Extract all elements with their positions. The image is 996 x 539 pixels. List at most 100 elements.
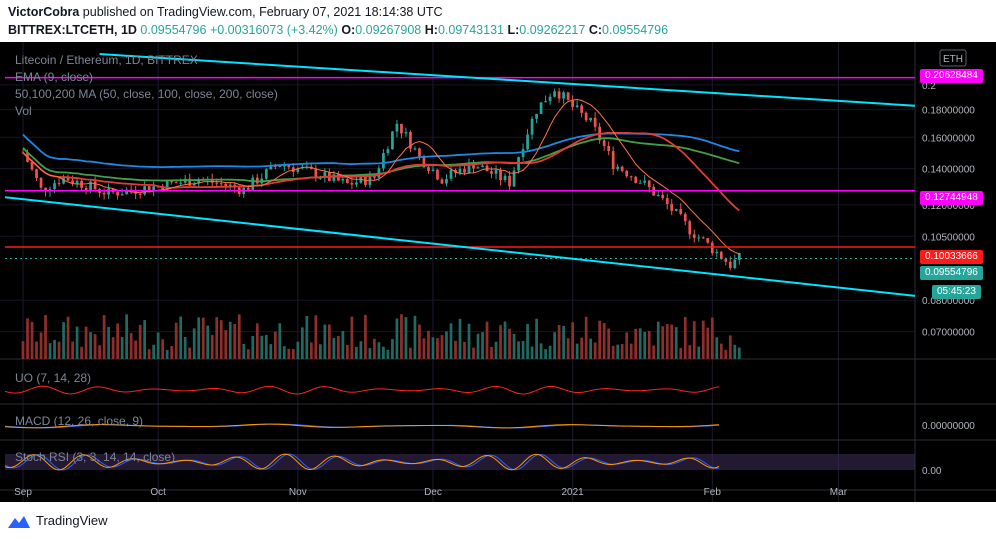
ema-line <box>22 98 740 255</box>
volume-bar <box>21 341 25 359</box>
volume-bar <box>287 348 291 359</box>
candle-body <box>192 183 196 186</box>
volume-bar <box>62 322 65 359</box>
candle-body <box>418 148 421 157</box>
price-tick-label: 0.2 <box>922 81 936 92</box>
volume-bar <box>161 339 165 359</box>
volume-bar <box>170 346 174 359</box>
candle-body <box>382 153 385 169</box>
volume-bar <box>219 320 223 359</box>
ma50-line <box>22 131 740 212</box>
candle-body <box>638 182 642 184</box>
candle-body <box>476 167 480 169</box>
legend-title: Litecoin / Ethereum, 1D, BITTREX <box>15 53 198 67</box>
candle-body <box>548 96 552 102</box>
candle-body <box>138 193 142 195</box>
volume-bar <box>674 327 678 359</box>
ma200-line <box>22 132 740 169</box>
tag-resistance-mid: 0.12744948 <box>920 191 983 205</box>
price-change: +0.00316073 (+3.42%) <box>209 23 338 37</box>
volume-bar <box>494 341 498 359</box>
volume-bar <box>382 346 385 359</box>
volume-bar <box>269 344 273 359</box>
volume-bar <box>728 335 732 359</box>
candle-body <box>57 183 61 185</box>
volume-bar <box>404 317 408 359</box>
volume-bar <box>328 324 331 359</box>
volume-bar <box>246 349 250 359</box>
volume-bar <box>197 317 201 359</box>
volume-bar <box>147 349 151 359</box>
time-tick-label: Dec <box>424 487 442 498</box>
volume-bar <box>638 328 642 359</box>
author-name[interactable]: VictorCobra <box>8 5 80 19</box>
candle-body <box>346 178 349 184</box>
candle-body <box>643 180 647 183</box>
candle-body <box>706 238 710 243</box>
currency-badge[interactable] <box>939 49 967 67</box>
candle-body <box>683 213 687 222</box>
candle-body <box>210 179 214 183</box>
volume-bar <box>237 314 241 359</box>
candle-body <box>296 168 300 172</box>
volume-bar <box>485 321 489 359</box>
volume-bar <box>647 330 651 359</box>
volume-bar <box>634 328 638 359</box>
candle-body <box>701 237 705 239</box>
volume-bar <box>120 337 124 359</box>
volume-bar <box>607 328 611 359</box>
candle-body <box>341 178 345 181</box>
volume-bar <box>206 325 210 359</box>
candle-body <box>161 186 165 191</box>
tradingview-logo[interactable]: TradingView <box>8 513 108 528</box>
candle-body <box>318 177 322 179</box>
volume-bar <box>611 345 615 359</box>
candle-body <box>93 181 97 190</box>
candle-body <box>715 251 719 254</box>
candle-body <box>679 208 683 214</box>
volume-bar <box>71 341 74 359</box>
chart-header: VictorCobra published on TradingView.com… <box>0 0 996 42</box>
candle-body <box>391 131 394 150</box>
candle-body <box>697 237 701 239</box>
candle-body <box>427 167 430 171</box>
candle-body <box>147 186 151 192</box>
candle-body <box>490 171 493 174</box>
chart-area[interactable]: 0.2 0.18000000 0.16000000 0.14000000 0.12000… <box>0 42 996 502</box>
candle-body <box>670 204 674 211</box>
candle-body <box>332 174 336 181</box>
volume-bar <box>228 321 232 359</box>
volume-bar <box>503 321 507 359</box>
chart-svg[interactable]: 0.2 0.18000000 0.16000000 0.14000000 0.12000… <box>0 42 996 502</box>
volume-bar <box>512 333 516 359</box>
price-tick-label: 0.08000000 <box>922 296 975 307</box>
volume-bar <box>557 325 561 359</box>
candle-body <box>35 169 38 179</box>
candle-body <box>323 171 327 178</box>
candle-body <box>102 192 106 195</box>
tag-last-price: 0.09554796 <box>920 266 983 280</box>
volume-bar <box>350 316 354 359</box>
volume-bar <box>48 343 52 359</box>
open-label: O: <box>341 23 356 37</box>
volume-bar <box>89 332 92 359</box>
candle-body <box>544 101 547 103</box>
volume-bar <box>508 328 511 359</box>
candle-body <box>287 165 291 168</box>
candle-body <box>44 187 47 192</box>
candle-body <box>539 102 543 114</box>
candle-body <box>422 156 426 168</box>
volume-bar <box>719 343 723 359</box>
candle-body <box>571 99 574 107</box>
close-label: C: <box>588 23 603 37</box>
open-value: 0.09267908 <box>355 23 422 37</box>
candle-body <box>431 169 435 171</box>
volume-bar <box>134 340 137 359</box>
volume-bars <box>21 314 741 359</box>
price-tick-label: 0.10500000 <box>922 232 975 243</box>
candle-body <box>616 166 620 170</box>
volume-bar <box>584 316 588 359</box>
volume-bar <box>174 322 178 359</box>
candle-body <box>710 242 714 254</box>
candle-body <box>566 92 570 100</box>
